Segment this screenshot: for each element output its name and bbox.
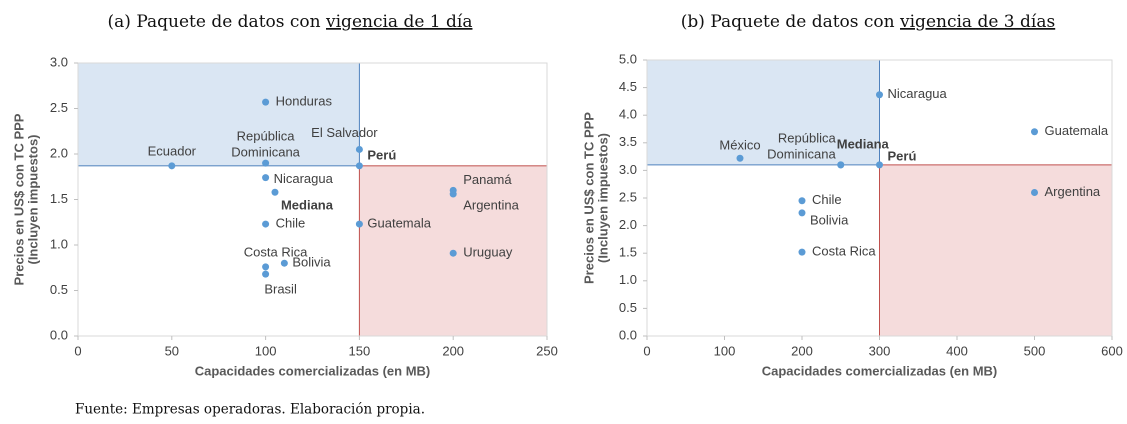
x-tick-label: 150 bbox=[349, 343, 371, 358]
y-axis-title: Precios en US$ con TC PPP bbox=[11, 113, 26, 285]
y-tick-label: 3.5 bbox=[619, 134, 637, 149]
x-tick-label: 600 bbox=[1101, 343, 1123, 358]
x-tick-label: 500 bbox=[1024, 343, 1046, 358]
point bbox=[168, 162, 176, 170]
y-tick-label: 2.5 bbox=[50, 100, 68, 115]
y-axis-title: (Incluyen impuestos) bbox=[595, 133, 610, 263]
point bbox=[262, 263, 270, 271]
point bbox=[355, 162, 363, 170]
point bbox=[798, 248, 806, 256]
point bbox=[262, 98, 270, 106]
point-label: Guatemala bbox=[1045, 123, 1109, 138]
y-tick-label: 2.0 bbox=[619, 217, 637, 232]
point-label: Chile bbox=[276, 216, 306, 231]
point bbox=[876, 91, 883, 99]
point-label: Argentina bbox=[1045, 184, 1101, 199]
x-tick-label: 200 bbox=[791, 343, 813, 358]
point bbox=[262, 220, 270, 228]
y-axis-title: (Incluyen impuestos) bbox=[25, 134, 40, 264]
title-underlined: vigencia de 3 días bbox=[899, 12, 1055, 32]
point-label: República bbox=[778, 130, 837, 145]
y-tick-label: 1.0 bbox=[50, 236, 68, 251]
x-tick-label: 100 bbox=[714, 343, 736, 358]
point bbox=[1031, 188, 1038, 196]
point-label: Costa Rica bbox=[812, 244, 876, 259]
point-label: Bolivia bbox=[292, 255, 331, 270]
point bbox=[837, 161, 845, 169]
point-label: Panamá bbox=[463, 172, 512, 187]
point bbox=[876, 161, 883, 169]
x-axis-title: Capacidades comercializadas (en MB) bbox=[195, 363, 431, 378]
y-tick-label: 2.0 bbox=[50, 145, 68, 160]
x-tick-label: 0 bbox=[74, 343, 81, 358]
point bbox=[355, 145, 363, 153]
x-tick-label: 400 bbox=[946, 343, 968, 358]
point-label: Ecuador bbox=[148, 143, 197, 158]
y-tick-label: 5.0 bbox=[619, 51, 637, 66]
x-tick-label: 100 bbox=[255, 343, 277, 358]
footer: Fuente: Empresas operadoras. Elaboración… bbox=[75, 402, 425, 418]
y-tick-label: 4.0 bbox=[619, 107, 637, 122]
point-label: Dominicana bbox=[767, 146, 836, 161]
y-tick-label: 0.0 bbox=[50, 327, 68, 342]
point-label: Brasil bbox=[264, 282, 297, 297]
point bbox=[355, 220, 363, 228]
point bbox=[1031, 128, 1038, 136]
point bbox=[262, 174, 270, 182]
y-tick-label: 1.0 bbox=[619, 272, 637, 287]
title-text: (a) Paquete de datos con bbox=[108, 12, 321, 32]
x-tick-label: 300 bbox=[869, 343, 891, 358]
point bbox=[798, 197, 806, 205]
point bbox=[449, 249, 457, 257]
y-tick-label: 3.0 bbox=[50, 54, 68, 69]
y-axis-title: Precios en US$ con TC PPP bbox=[581, 112, 596, 284]
point bbox=[262, 159, 270, 167]
y-tick-label: 0.5 bbox=[619, 300, 637, 315]
point-label: Nicaragua bbox=[274, 171, 334, 186]
title-text: (b) Paquete de datos con bbox=[681, 12, 895, 32]
point-label: República bbox=[237, 129, 296, 144]
x-tick-label: 0 bbox=[643, 343, 650, 358]
y-tick-label: 2.5 bbox=[619, 189, 637, 204]
title-underlined: vigencia de 1 día bbox=[325, 12, 472, 32]
y-tick-label: 1.5 bbox=[619, 245, 637, 260]
chart-title: (a) Paquete de datos con vigencia de 1 d… bbox=[108, 12, 473, 32]
point bbox=[798, 209, 806, 217]
point-label: Guatemala bbox=[367, 216, 431, 231]
point-label: Perú bbox=[367, 147, 396, 162]
point-label: Chile bbox=[812, 192, 842, 207]
point-label: Honduras bbox=[276, 94, 333, 109]
point-label: Nicaragua bbox=[888, 86, 948, 101]
point-label: México bbox=[719, 138, 760, 153]
x-tick-label: 250 bbox=[536, 343, 558, 358]
point-label: Argentina bbox=[463, 197, 519, 212]
y-tick-label: 4.5 bbox=[619, 79, 637, 94]
x-tick-label: 200 bbox=[442, 343, 464, 358]
point bbox=[736, 154, 744, 162]
point-label: Perú bbox=[888, 148, 917, 163]
point bbox=[271, 188, 279, 196]
x-tick-label: 50 bbox=[165, 343, 179, 358]
point-label: Costa Rica bbox=[244, 244, 308, 259]
point bbox=[449, 190, 457, 198]
point bbox=[280, 259, 288, 267]
y-tick-label: 3.0 bbox=[619, 162, 637, 177]
point-label: Mediana bbox=[281, 198, 334, 213]
quadrant bbox=[77, 62, 360, 167]
quadrant bbox=[646, 59, 880, 166]
x-axis-title: Capacidades comercializadas (en MB) bbox=[762, 363, 998, 378]
chart-title: (b) Paquete de datos con vigencia de 3 d… bbox=[681, 12, 1055, 32]
point-label: Dominicana bbox=[231, 145, 300, 160]
point-label: Uruguay bbox=[463, 245, 513, 260]
point bbox=[262, 270, 270, 278]
point-label: Mediana bbox=[837, 136, 890, 151]
y-tick-label: 1.5 bbox=[50, 191, 68, 206]
point-label: El Salvador bbox=[311, 125, 378, 140]
y-tick-label: 0.5 bbox=[50, 282, 68, 297]
point-label: Bolivia bbox=[810, 212, 849, 227]
y-tick-label: 0.0 bbox=[619, 327, 637, 342]
